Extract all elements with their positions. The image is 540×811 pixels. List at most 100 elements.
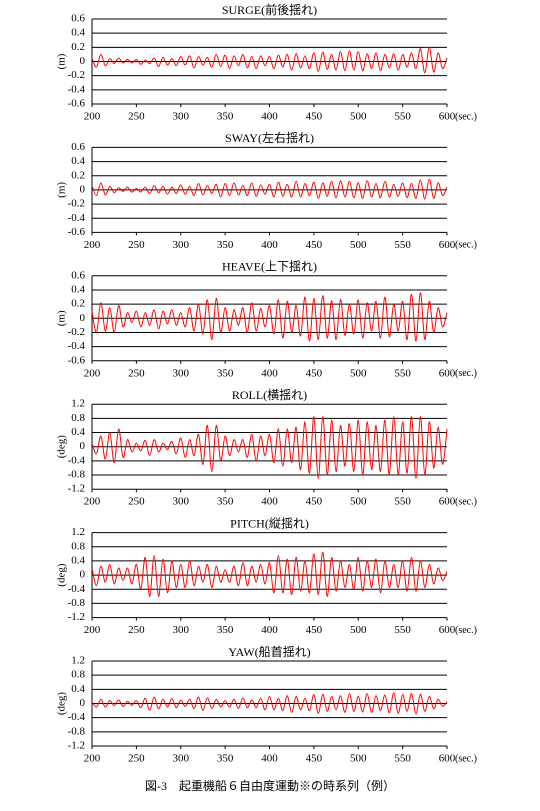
x-tick-label: 400 — [261, 624, 278, 636]
y-tick-label: -0.4 — [68, 212, 86, 224]
y-axis-label: (m) — [56, 310, 68, 326]
x-tick-label: 600 — [439, 367, 456, 379]
y-tick-label: 1.2 — [71, 398, 85, 410]
chart-title: SWAY(左右揺れ) — [225, 130, 314, 145]
x-tick-label: 600 — [439, 496, 456, 508]
x-axis-label: (sec.) — [455, 240, 477, 251]
y-tick-label: 1.2 — [71, 526, 85, 538]
y-tick-label: 0.8 — [71, 412, 85, 424]
y-tick-label: -0.2 — [68, 326, 85, 338]
x-tick-label: 400 — [261, 753, 278, 765]
chart-title: HEAVE(上下揺れ) — [222, 260, 317, 274]
y-tick-label: 0 — [80, 569, 86, 581]
x-tick-label: 250 — [128, 239, 145, 251]
x-tick-label: 600 — [439, 624, 456, 636]
x-tick-label: 200 — [84, 111, 101, 123]
x-axis-label: (sec.) — [455, 111, 477, 122]
x-axis-label: (sec.) — [455, 753, 477, 764]
series-line — [91, 46, 448, 74]
x-tick-label: 450 — [306, 367, 323, 379]
y-tick-label: 0.6 — [71, 269, 85, 281]
x-tick-label: 550 — [394, 111, 411, 123]
y-tick-label: 0 — [80, 697, 86, 709]
y-tick-label: 0.6 — [71, 13, 85, 25]
x-tick-label: 550 — [394, 753, 411, 765]
y-tick-label: 0.2 — [71, 169, 85, 181]
y-tick-label: 0.8 — [71, 540, 85, 552]
y-tick-label: 0.4 — [71, 683, 85, 695]
y-tick-label: 0 — [80, 312, 86, 324]
series-line — [91, 178, 448, 200]
x-tick-label: 350 — [217, 753, 234, 765]
x-tick-label: 450 — [306, 111, 323, 123]
y-tick-label: 0.4 — [71, 27, 85, 39]
y-tick-label: 0.4 — [71, 426, 85, 438]
x-tick-label: 250 — [128, 111, 145, 123]
y-tick-label: -0.6 — [68, 98, 86, 110]
y-tick-label: -0.4 — [68, 83, 86, 95]
y-tick-label: 0.8 — [71, 669, 85, 681]
y-tick-label: -0.4 — [68, 340, 86, 352]
series-line — [91, 416, 448, 480]
y-tick-label: 0.4 — [71, 283, 85, 295]
x-tick-label: 550 — [394, 239, 411, 251]
x-tick-label: 350 — [217, 496, 234, 508]
chart-title: YAW(船首揺れ) — [228, 645, 310, 659]
y-tick-label: 0.2 — [71, 41, 85, 53]
x-tick-label: 250 — [128, 367, 145, 379]
series-line — [91, 551, 448, 597]
x-tick-label: 500 — [350, 367, 367, 379]
x-tick-label: 350 — [217, 367, 234, 379]
y-tick-label: -0.8 — [68, 597, 86, 609]
x-tick-label: 450 — [306, 624, 323, 636]
x-tick-label: 450 — [306, 496, 323, 508]
y-tick-label: 1.2 — [71, 655, 85, 667]
x-tick-label: 350 — [217, 239, 234, 251]
y-tick-label: 0 — [80, 183, 86, 195]
y-tick-label: -0.4 — [68, 454, 86, 466]
x-tick-label: 400 — [261, 111, 278, 123]
x-tick-label: 200 — [84, 496, 101, 508]
y-tick-label: -0.2 — [68, 198, 85, 210]
y-tick-label: -1.2 — [68, 483, 85, 495]
x-tick-label: 250 — [128, 496, 145, 508]
y-tick-label: -1.2 — [68, 740, 85, 752]
x-tick-label: 200 — [84, 239, 101, 251]
x-tick-label: 350 — [217, 111, 234, 123]
y-tick-label: -0.6 — [68, 226, 86, 238]
x-tick-label: 300 — [173, 753, 190, 765]
y-tick-label: -0.4 — [68, 711, 86, 723]
x-tick-label: 200 — [84, 753, 101, 765]
y-axis-label: (deg) — [56, 692, 68, 716]
y-tick-label: 0 — [80, 55, 86, 67]
x-tick-label: 300 — [173, 111, 190, 123]
chart-title: SURGE(前後揺れ) — [222, 2, 317, 17]
x-tick-label: 600 — [439, 239, 456, 251]
y-tick-label: -0.6 — [68, 354, 86, 366]
y-tick-label: -0.4 — [68, 583, 86, 595]
y-axis-label: (m) — [56, 53, 68, 69]
x-tick-label: 500 — [350, 111, 367, 123]
y-tick-label: -0.8 — [68, 469, 86, 481]
series-line — [91, 692, 448, 715]
x-tick-label: 300 — [173, 367, 190, 379]
x-tick-label: 300 — [173, 239, 190, 251]
series-line — [91, 292, 448, 342]
x-tick-label: 500 — [350, 753, 367, 765]
y-tick-label: 0.2 — [71, 298, 85, 310]
y-tick-label: -1.2 — [68, 611, 85, 623]
x-tick-label: 400 — [261, 496, 278, 508]
y-tick-label: 0.6 — [71, 141, 85, 153]
chart-title: PITCH(縦揺れ) — [230, 516, 309, 530]
x-tick-label: 400 — [261, 367, 278, 379]
x-tick-label: 550 — [394, 496, 411, 508]
y-axis-label: (m) — [56, 182, 68, 198]
caption: 図-3 起重機船６自由度運動※の時系列（例） — [145, 778, 395, 793]
x-tick-label: 200 — [84, 624, 101, 636]
x-tick-label: 250 — [128, 624, 145, 636]
chart-title: ROLL(横揺れ) — [232, 388, 307, 402]
x-tick-label: 250 — [128, 753, 145, 765]
x-axis-label: (sec.) — [455, 368, 477, 379]
y-tick-label: -0.8 — [68, 725, 86, 737]
